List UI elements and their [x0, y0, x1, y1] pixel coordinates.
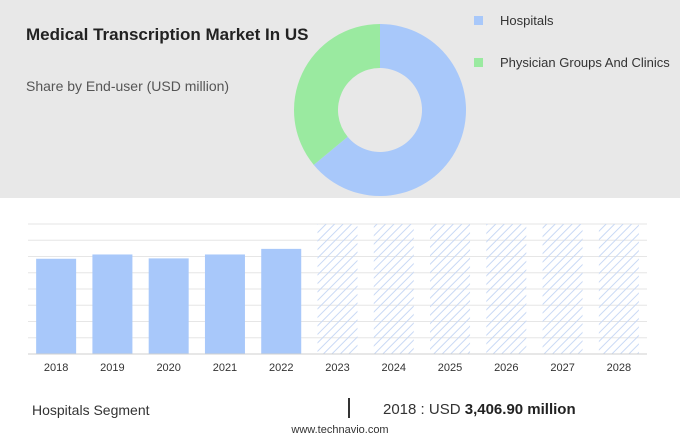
x-tick-label: 2020	[156, 362, 180, 374]
donut-chart	[294, 24, 466, 197]
chart-title: Medical Transcription Market In US	[26, 25, 309, 44]
forecast-bar-2026	[486, 224, 527, 354]
legend-label-hospitals: Hospitals	[500, 13, 554, 28]
footer-site: www.technavio.com	[291, 424, 389, 436]
bar-2022	[261, 248, 302, 354]
forecast-bar-2027	[542, 224, 583, 354]
footer-segment: Hospitals Segment	[32, 402, 150, 418]
x-tick-label: 2027	[550, 362, 574, 374]
x-tick-label: 2024	[382, 362, 406, 374]
forecast-bar-2023	[317, 224, 358, 354]
legend-swatch-hospitals	[474, 16, 483, 25]
footer-year: 2018	[383, 401, 417, 418]
x-tick-label: 2022	[269, 362, 293, 374]
x-tick-label: 2021	[213, 362, 237, 374]
legend-swatch-physician-groups	[474, 58, 483, 67]
x-tick-label: 2018	[44, 362, 68, 374]
legend-label-physician-groups: Physician Groups And Clinics	[500, 55, 670, 70]
donut-slice-0	[313, 24, 466, 197]
x-tick-label: 2028	[607, 362, 631, 374]
bar-2020	[148, 258, 189, 354]
bar-2019	[92, 254, 133, 354]
x-tick-label: 2026	[494, 362, 518, 374]
donut-slice-1	[294, 24, 380, 165]
footer-separator	[348, 398, 350, 418]
bar-2021	[204, 254, 245, 354]
footer-value: 2018 : USD 3,406.90 million	[383, 401, 576, 418]
footer-amount: 3,406.90 million	[464, 401, 576, 418]
forecast-bar-2024	[373, 224, 414, 354]
forecast-bar-2025	[430, 224, 471, 354]
bar-2018	[36, 258, 77, 354]
x-tick-label: 2019	[100, 362, 124, 374]
x-tick-label: 2025	[438, 362, 462, 374]
forecast-bar-2028	[598, 224, 639, 354]
chart-subtitle: Share by End-user (USD million)	[26, 78, 230, 94]
bar-chart: 2018 2019 2020 2021 2022 2023 2024 2025 2026 2027…	[28, 223, 647, 374]
footer-currency: USD	[428, 401, 461, 418]
x-tick-label: 2023	[325, 362, 349, 374]
